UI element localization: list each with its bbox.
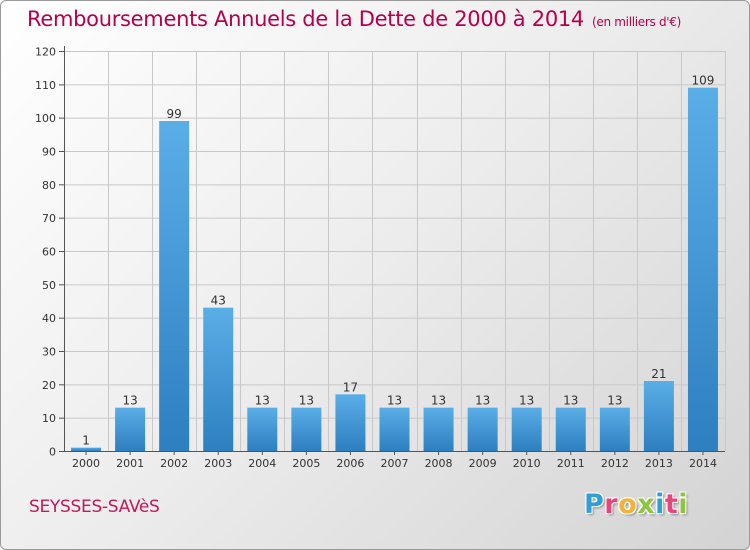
bar — [115, 407, 146, 451]
bar — [203, 307, 234, 451]
y-tick-label: 50 — [42, 279, 56, 292]
x-tick-label: 2000 — [72, 457, 100, 470]
data-label: 109 — [692, 74, 715, 88]
bar — [643, 381, 674, 451]
x-tick-label: 2004 — [248, 457, 276, 470]
y-tick-label: 20 — [42, 379, 56, 392]
data-label: 13 — [387, 394, 402, 408]
bar — [423, 407, 454, 451]
bar-chart: 1 13 99 43 13 13 17 13 13 13 13 13 13 21 109 0 10 20 30 40… — [35, 46, 726, 470]
x-tick-label: 2001 — [116, 457, 144, 470]
data-label: 21 — [651, 367, 666, 381]
data-label: 13 — [299, 394, 314, 408]
data-label: 17 — [343, 380, 358, 394]
logo-letter: x — [637, 489, 656, 520]
x-tick-label: 2013 — [645, 457, 673, 470]
x-tick-label: 2011 — [557, 457, 585, 470]
logo-letter: i — [678, 489, 689, 520]
x-tick-label: 2006 — [336, 457, 364, 470]
y-tick-label: 30 — [42, 346, 56, 359]
logo-letter: o — [618, 489, 638, 520]
bar — [555, 407, 586, 451]
data-label: 1 — [82, 434, 90, 448]
data-label: 99 — [167, 107, 182, 121]
y-tick-label: 70 — [42, 212, 56, 225]
y-tick-label: 100 — [35, 112, 56, 125]
y-tick-label: 40 — [42, 312, 56, 325]
bar — [687, 87, 718, 452]
x-tick-label: 2009 — [469, 457, 497, 470]
y-tick-label: 10 — [42, 412, 56, 425]
x-tick-label: 2010 — [513, 457, 541, 470]
x-tick-label: 2008 — [425, 457, 453, 470]
unit-label: (en milliers d'€) — [592, 15, 682, 29]
x-tick-label: 2003 — [204, 457, 232, 470]
logo-letter: i — [655, 489, 665, 520]
y-tick-label: 60 — [42, 246, 56, 259]
x-tick-label: 2002 — [160, 457, 188, 470]
data-label: 43 — [211, 294, 226, 308]
y-tick-label: 110 — [35, 79, 56, 92]
bar — [291, 407, 322, 451]
y-tick-label: 80 — [42, 179, 56, 192]
data-label: 13 — [607, 394, 622, 408]
bar — [467, 407, 498, 451]
bar — [599, 407, 630, 451]
logo-letter: t — [664, 489, 679, 520]
bar — [71, 447, 102, 451]
y-tick-label: 0 — [49, 446, 56, 459]
bar — [247, 407, 278, 451]
y-tick-label: 90 — [42, 146, 56, 159]
axes: 0 10 20 30 40 50 60 70 80 90 100 110 120 2000 2001 2002… — [35, 46, 725, 470]
bar — [379, 407, 410, 451]
proxiti-logo: Proxiti — [584, 489, 688, 520]
x-tick-label: 2012 — [601, 457, 629, 470]
data-label: 13 — [563, 394, 578, 408]
logo-letter: r — [604, 489, 619, 520]
data-label: 13 — [431, 394, 446, 408]
x-tick-label: 2014 — [689, 457, 717, 470]
data-label: 13 — [122, 394, 137, 408]
logo-letter: P — [584, 489, 605, 520]
commune-name: SEYSSES-SAVèS — [29, 497, 160, 517]
title-text: Remboursements Annuels de la Dette de 20… — [27, 7, 584, 31]
x-tick-label: 2007 — [381, 457, 409, 470]
data-label: 13 — [255, 394, 270, 408]
chart-title: Remboursements Annuels de la Dette de 20… — [27, 7, 681, 31]
bar — [159, 121, 190, 451]
bar — [335, 394, 366, 451]
y-tick-label: 120 — [35, 46, 56, 59]
x-tick-label: 2005 — [292, 457, 320, 470]
bar — [511, 407, 542, 451]
data-label: 13 — [519, 394, 534, 408]
bars: 1 13 99 43 13 13 17 13 13 13 13 13 13 21 109 — [71, 74, 718, 452]
data-label: 13 — [475, 394, 490, 408]
